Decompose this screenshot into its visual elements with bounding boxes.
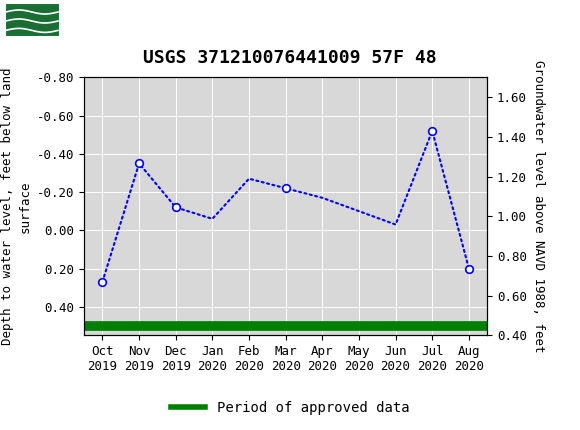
Y-axis label: Groundwater level above NAVD 1988, feet: Groundwater level above NAVD 1988, feet — [532, 60, 545, 353]
Bar — [5, 3, 60, 37]
Text: USGS 371210076441009 57F 48: USGS 371210076441009 57F 48 — [143, 49, 437, 67]
Y-axis label: Depth to water level, feet below land
surface: Depth to water level, feet below land su… — [1, 68, 31, 345]
Text: USGS: USGS — [67, 10, 126, 30]
Legend: Period of approved data: Period of approved data — [165, 396, 415, 421]
